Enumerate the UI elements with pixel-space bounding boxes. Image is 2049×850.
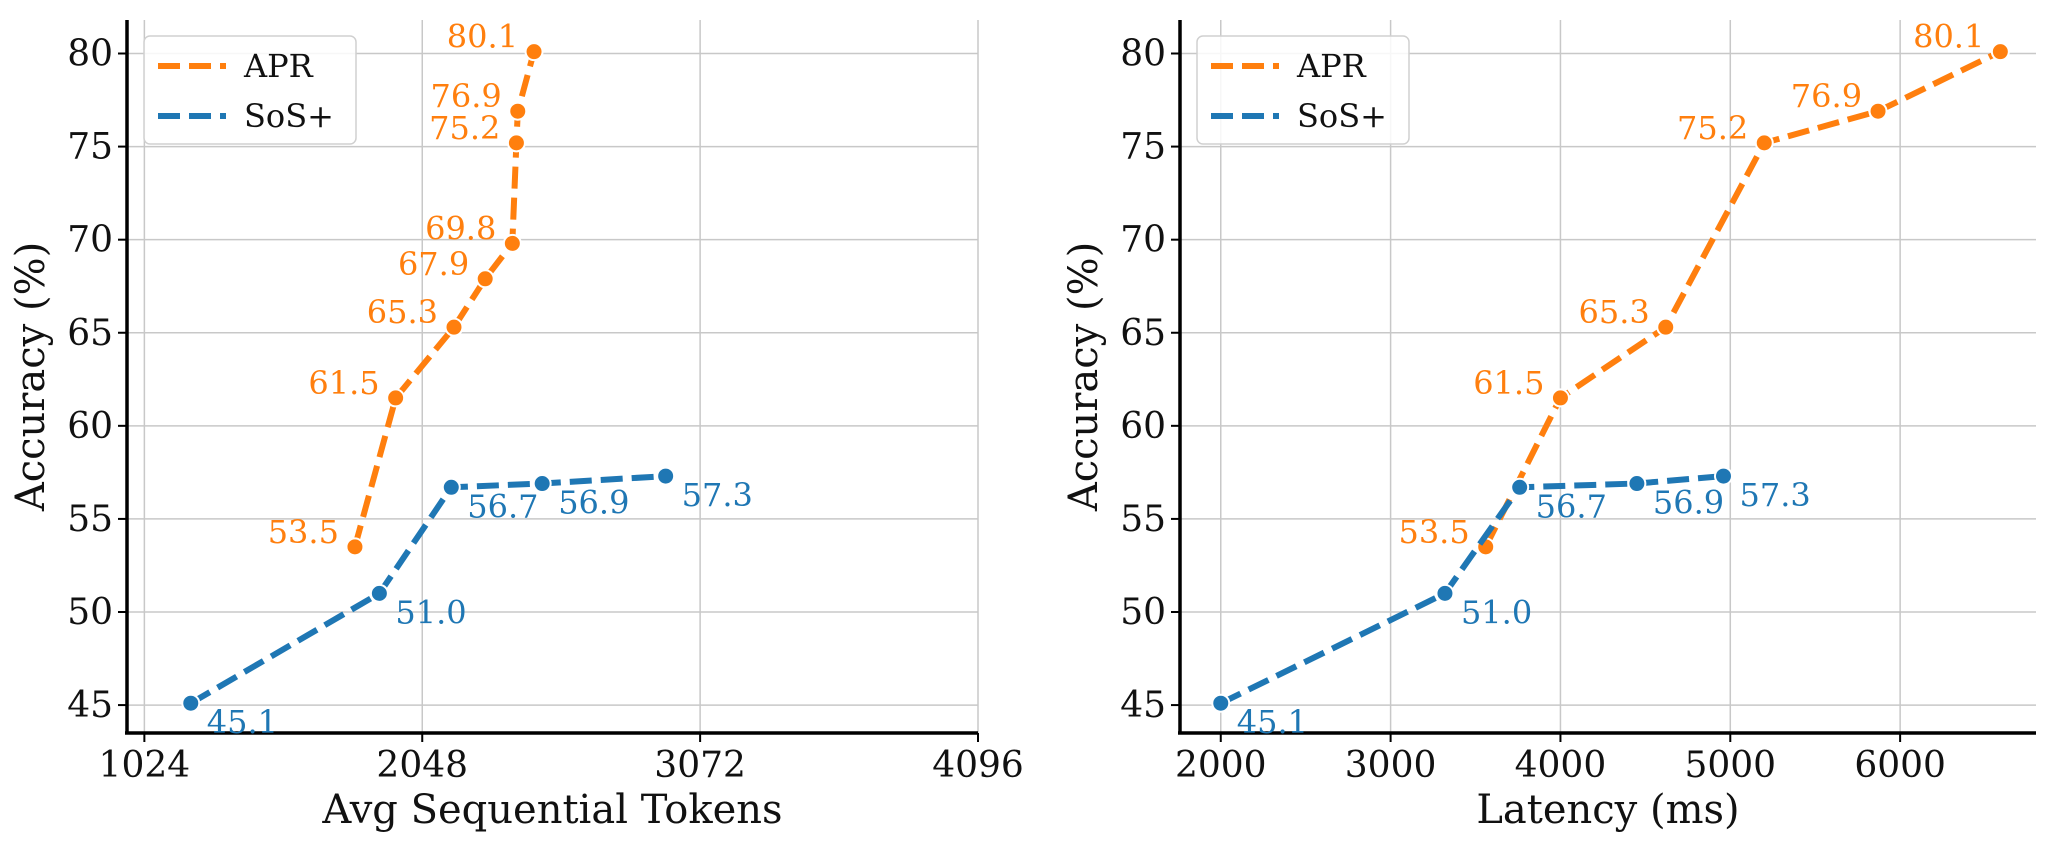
data-point <box>369 583 389 603</box>
y-tick-label: 70 <box>1120 220 1166 261</box>
data-point <box>532 474 552 494</box>
data-label: 56.9 <box>1653 484 1724 522</box>
legend-label: APR <box>1296 47 1367 85</box>
y-tick-label: 55 <box>67 499 113 540</box>
legend-label: SoS+ <box>244 97 334 135</box>
data-label: 75.2 <box>429 109 500 147</box>
data-label: 80.1 <box>1913 18 1984 56</box>
x-tick-label: 3072 <box>654 745 746 786</box>
y-tick-label: 60 <box>67 406 113 447</box>
y-tick-label: 60 <box>1120 406 1166 447</box>
y-axis-title: Accuracy (%) <box>1061 242 1107 512</box>
series-sos-: 45.1 51.0 56.7 56.9 57.3 <box>1211 466 1811 741</box>
data-point <box>181 693 201 713</box>
data-label: 61.5 <box>308 364 379 402</box>
data-label: 67.9 <box>398 245 469 283</box>
y-tick-label: 65 <box>67 313 113 354</box>
data-label: 53.5 <box>1398 513 1469 551</box>
data-label: 56.7 <box>1536 487 1607 525</box>
data-label: 51.0 <box>1461 593 1532 631</box>
data-point <box>1868 101 1888 121</box>
data-label: 80.1 <box>447 18 518 56</box>
data-point <box>524 42 544 62</box>
data-label: 65.3 <box>1578 293 1649 331</box>
data-point <box>502 233 522 253</box>
data-point <box>1510 477 1530 497</box>
y-axis-title: Accuracy (%) <box>8 242 54 512</box>
series-apr: 53.5 61.5 65.3 75.2 76.9 80.1 <box>1398 18 2010 557</box>
chart-panel-left: 1024 2048 3072 4096 45 50 55 60 65 70 75 80 Avg Sequ… <box>8 18 1024 833</box>
data-point <box>506 133 526 153</box>
y-tick-label: 50 <box>67 592 113 633</box>
data-label: 61.5 <box>1473 364 1544 402</box>
x-tick-label: 1024 <box>99 745 191 786</box>
series-line <box>1483 48 2002 549</box>
x-axis-title: Latency (ms) <box>1476 787 1739 833</box>
y-tick-label: 45 <box>1120 685 1166 726</box>
data-point <box>508 101 528 121</box>
data-label: 56.9 <box>558 484 629 522</box>
x-axis-title: Avg Sequential Tokens <box>321 787 782 833</box>
data-label: 45.1 <box>207 703 278 741</box>
y-tick-label: 75 <box>67 127 113 168</box>
data-point <box>656 466 676 486</box>
data-label: 51.0 <box>395 593 466 631</box>
data-label: 57.3 <box>682 476 753 514</box>
x-tick-label: 3000 <box>1345 745 1437 786</box>
x-tick-label: 4096 <box>932 745 1024 786</box>
data-label: 76.9 <box>431 77 502 115</box>
y-tick-label: 75 <box>1120 127 1166 168</box>
y-tick-label: 80 <box>67 34 113 75</box>
data-label: 53.5 <box>268 513 339 551</box>
data-point <box>444 317 464 337</box>
data-point <box>441 477 461 497</box>
data-point <box>1435 583 1455 603</box>
data-point <box>1550 388 1570 408</box>
legend: APR SoS+ <box>1196 35 1410 145</box>
series-sos-: 45.1 51.0 56.7 56.9 57.3 <box>181 466 753 741</box>
data-point <box>386 388 406 408</box>
series-apr: 53.5 61.5 65.3 67.969.8 75.276.9 80.1 <box>268 18 544 557</box>
data-label: 75.2 <box>1677 109 1748 147</box>
data-label: 76.9 <box>1791 77 1862 115</box>
series-line <box>1219 473 1724 706</box>
data-label: 69.8 <box>425 209 496 247</box>
data-point <box>1627 474 1647 494</box>
data-point <box>1754 133 1774 153</box>
legend-label: APR <box>243 47 314 85</box>
data-label: 65.3 <box>367 293 438 331</box>
data-label: 56.7 <box>467 487 538 525</box>
y-tick-label: 55 <box>1120 499 1166 540</box>
data-point <box>475 269 495 289</box>
data-label: 45.1 <box>1237 703 1308 741</box>
data-point <box>1211 693 1231 713</box>
chart-panel-right: 2000 3000 4000 5000 6000 45 50 55 60 65 70 75 80 Late… <box>1061 18 2036 833</box>
data-point <box>345 537 365 557</box>
y-tick-label: 70 <box>67 220 113 261</box>
x-tick-label: 2000 <box>1175 745 1267 786</box>
legend-label: SoS+ <box>1297 97 1387 135</box>
x-tick-label: 4000 <box>1515 745 1607 786</box>
y-tick-label: 65 <box>1120 313 1166 354</box>
data-point <box>1713 466 1733 486</box>
data-point <box>1656 317 1676 337</box>
x-tick-label: 6000 <box>1854 745 1946 786</box>
y-tick-label: 45 <box>67 685 113 726</box>
data-label: 57.3 <box>1739 476 1810 514</box>
x-tick-label: 5000 <box>1684 745 1776 786</box>
x-tick-label: 2048 <box>376 745 468 786</box>
y-tick-label: 80 <box>1120 34 1166 75</box>
y-tick-label: 50 <box>1120 592 1166 633</box>
data-point <box>1990 42 2010 62</box>
legend: APR SoS+ <box>143 35 357 145</box>
